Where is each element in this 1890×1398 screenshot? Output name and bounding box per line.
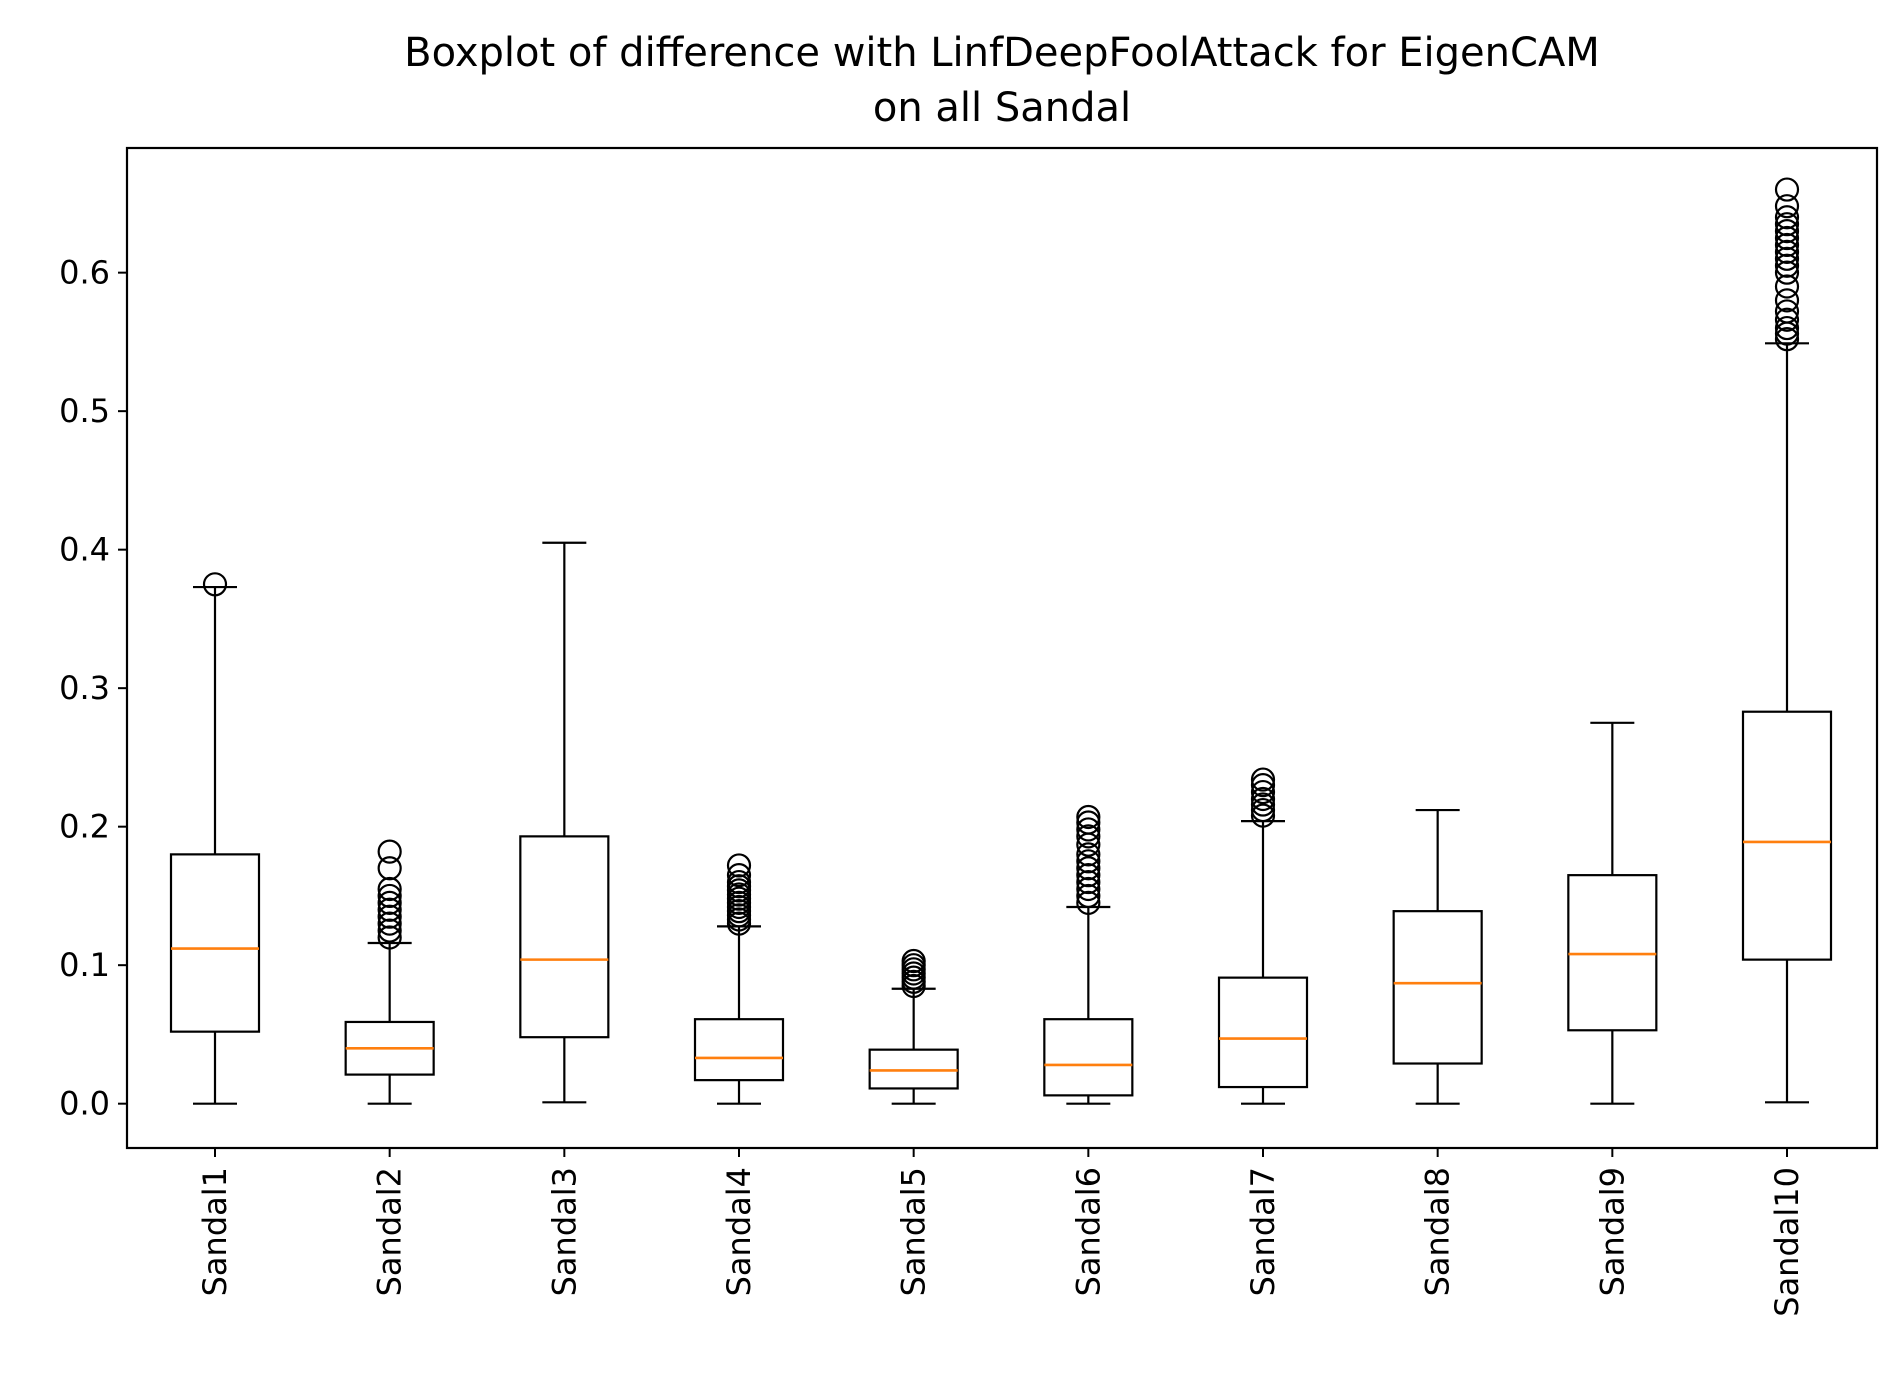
outlier-point [726,863,752,888]
outlier-point [377,856,402,881]
outlier-point [1774,288,1800,313]
outlier-point [1250,792,1276,817]
outlier-point [1774,321,1800,346]
box-sandal8 [1392,808,1483,1105]
outlier-point [1774,219,1800,244]
y-tick-label: 0.0 [59,1085,110,1123]
outlier-point [1774,315,1800,341]
outlier-point [1076,883,1101,909]
outlier-point [1774,232,1800,258]
outlier-point [1076,804,1101,830]
x-tick-label: Sandal10 [1768,1167,1806,1317]
iqr-box [169,853,261,1033]
outlier-point [1774,307,1800,332]
outlier-point [1076,869,1101,895]
y-axis: 0.0 0.1 0.2 0.3 0.4 0.5 0.6 [59,254,127,1123]
outlier-point [1076,817,1101,842]
outlier-point [726,853,752,878]
y-tick-label: 0.1 [59,946,110,984]
outlier-point [1076,890,1101,915]
outlier-point [377,904,402,929]
plot-frame [125,146,1879,1150]
outlier-point [377,883,402,909]
y-tick-label: 0.6 [59,254,110,292]
outlier-point [1076,842,1101,867]
y-tick-label: 0.5 [59,392,110,430]
x-tick-label: Sandal2 [371,1167,409,1296]
outlier-point [377,839,402,864]
outlier-point [1250,773,1276,798]
outlier-point [1250,786,1276,812]
box-sandal9 [1567,721,1658,1105]
x-tick-label: Sandal7 [1244,1167,1282,1296]
outlier-point [377,911,402,936]
outlier-point [1076,863,1101,888]
iqr-box [693,1018,785,1082]
outlier-point [1076,849,1101,874]
outlier-point [377,876,402,902]
boxes [169,177,1833,1105]
x-tick-label: Sandal8 [1419,1167,1457,1296]
box-sandal4 [693,853,785,1105]
outlier-point [1076,876,1101,902]
outlier-point [1076,824,1101,849]
outlier-point [901,948,926,974]
y-tick-label: 0.3 [59,669,110,707]
box-sandal7 [1217,767,1309,1105]
outlier-point [1774,299,1800,324]
iqr-box [868,1048,959,1090]
outlier-point [1774,260,1800,285]
outlier-point [377,925,402,950]
outlier-point [1250,797,1276,823]
iqr-box [1043,1018,1134,1097]
chart-title-line-1: Boxplot of difference with LinfDeepFoolA… [404,30,1600,76]
x-tick-label: Sandal6 [1069,1167,1107,1296]
outlier-point [202,572,228,597]
box-sandal5 [868,948,959,1105]
outlier-point [1076,856,1101,881]
iqr-box [519,835,610,1039]
x-tick-label: Sandal5 [895,1167,933,1296]
outlier-point [1250,779,1276,805]
outlier-point [1774,274,1800,299]
box-sandal6 [1043,804,1134,1105]
outlier-point [726,869,752,895]
outlier-point [1774,205,1800,230]
x-tick-label: Sandal4 [720,1167,758,1296]
iqr-box [1741,710,1833,961]
chart-title-line-2: on all Sandal [873,85,1131,131]
outlier-point [1250,767,1276,792]
x-tick-label: Sandal9 [1593,1167,1631,1296]
box-sandal1 [169,572,261,1105]
outlier-point [1774,212,1800,237]
outlier-point [1250,803,1276,828]
outlier-point [1774,327,1800,352]
x-tick-label: Sandal3 [545,1167,583,1296]
iqr-box [1567,874,1658,1032]
x-axis: Sandal1 Sandal2 Sandal3 Sandal4 Sandal5 Sanda… [196,1148,1806,1317]
x-tick-label: Sandal1 [196,1167,234,1296]
y-tick-label: 0.2 [59,808,110,846]
box-sandal2 [344,839,435,1105]
iqr-box [1217,976,1309,1089]
outlier-point [1774,194,1800,219]
y-tick-label: 0.4 [59,531,110,569]
iqr-box [1392,910,1483,1065]
outlier-point [1076,810,1101,835]
outlier-point [1774,177,1800,202]
box-sandal3 [519,541,610,1104]
outlier-point [377,918,402,943]
outlier-point [1774,253,1800,278]
outlier-point [377,890,402,915]
outlier-point [1774,225,1800,251]
outlier-point [1774,246,1800,271]
box-sandal10 [1741,177,1833,1104]
outlier-point [377,897,402,922]
outlier-point [1774,239,1800,264]
